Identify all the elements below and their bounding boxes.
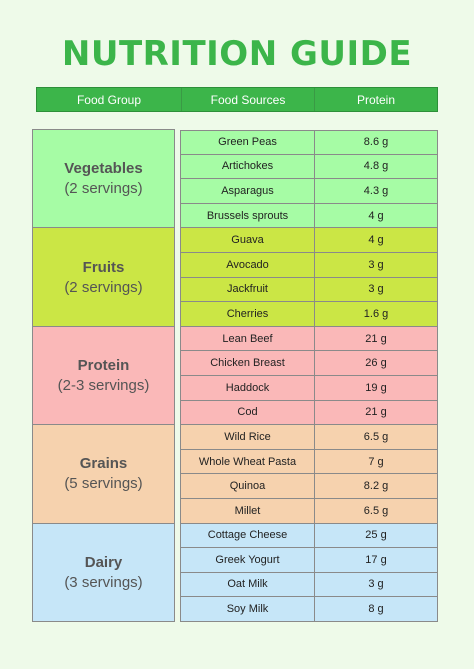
food-group-servings: (3 servings) bbox=[64, 573, 143, 591]
protein-cell: 8.6 g bbox=[363, 136, 389, 149]
food-group-fruits: Fruits (2 servings) bbox=[32, 228, 175, 327]
table-row: Jackfruit 3 g bbox=[180, 277, 438, 303]
table-row: Soy Milk 8 g bbox=[180, 597, 438, 622]
protein-cell: 4.8 g bbox=[363, 160, 389, 173]
food-source-cell: Millet bbox=[181, 498, 315, 523]
food-source-cell: Haddock bbox=[181, 375, 315, 400]
food-source-cell: Cherries bbox=[181, 302, 315, 326]
food-group-dairy: Dairy (3 servings) bbox=[32, 523, 175, 622]
protein-cell: 17 g bbox=[365, 553, 387, 566]
table-row: Cherries 1.6 g bbox=[180, 302, 438, 327]
food-source-cell: Jackfruit bbox=[181, 277, 315, 302]
food-source-cell: Cottage Cheese bbox=[181, 523, 315, 548]
food-group-name: Dairy bbox=[84, 553, 123, 571]
table-row: Lean Beef 21 g bbox=[180, 326, 438, 352]
protein-cell: 8.2 g bbox=[363, 480, 389, 493]
table-row: Chicken Breast 26 g bbox=[180, 351, 438, 376]
table-row: Oat Milk 3 g bbox=[180, 572, 438, 598]
header-food-group: Food Group bbox=[76, 92, 142, 107]
table-row: Wild Rice 6.5 g bbox=[180, 425, 438, 450]
food-source-cell: Quinoa bbox=[181, 474, 315, 498]
food-source-cell: Cod bbox=[181, 400, 315, 425]
food-source-cell: Guava bbox=[181, 228, 315, 252]
protein-cell: 3 g bbox=[368, 283, 384, 296]
food-source-cell: Wild Rice bbox=[181, 425, 315, 449]
page-title: NUTRITION GUIDE bbox=[61, 34, 413, 74]
food-source-cell: Avocado bbox=[181, 252, 315, 277]
table-row: Cod 21 g bbox=[180, 400, 438, 426]
table-row: Artichokes 4.8 g bbox=[180, 154, 438, 180]
food-sources-table: Green Peas 8.6 g Artichokes 4.8 g Asparagus 4… bbox=[180, 130, 438, 622]
food-source-cell: Lean Beef bbox=[181, 326, 315, 351]
protein-cell: 4.3 g bbox=[363, 184, 389, 197]
protein-cell: 6.5 g bbox=[363, 504, 389, 517]
header-protein: Protein bbox=[356, 92, 396, 107]
food-group-column: Vegetables (2 servings) Fruits (2 servings)… bbox=[32, 129, 175, 622]
table-row: Quinoa 8.2 g bbox=[180, 474, 438, 499]
food-source-cell: Soy Milk bbox=[181, 597, 315, 621]
food-source-cell: Whole Wheat Pasta bbox=[181, 449, 315, 474]
table-row: Asparagus 4.3 g bbox=[180, 179, 438, 204]
food-group-grains: Grains (5 servings) bbox=[32, 425, 175, 524]
food-source-cell: Chicken Breast bbox=[181, 351, 315, 375]
protein-cell: 21 g bbox=[365, 332, 387, 345]
food-group-servings: (2 servings) bbox=[64, 278, 143, 296]
food-source-cell: Oat Milk bbox=[181, 572, 315, 597]
table-header: Food Group Food Sources Protein bbox=[36, 87, 438, 112]
food-group-name: Fruits bbox=[82, 258, 125, 276]
header-food-sources: Food Sources bbox=[181, 88, 315, 111]
food-group-name: Protein bbox=[77, 356, 130, 374]
table-row: Avocado 3 g bbox=[180, 252, 438, 278]
table-row: Green Peas 8.6 g bbox=[180, 130, 438, 155]
protein-cell: 8 g bbox=[368, 603, 384, 616]
food-source-cell: Greek Yogurt bbox=[181, 548, 315, 572]
food-group-name: Grains bbox=[79, 455, 128, 473]
food-group-servings: (5 servings) bbox=[64, 475, 143, 493]
food-source-cell: Brussels sprouts bbox=[181, 203, 315, 228]
table-row: Cottage Cheese 25 g bbox=[180, 523, 438, 549]
protein-cell: 26 g bbox=[365, 357, 387, 370]
table-row: Haddock 19 g bbox=[180, 375, 438, 401]
table-row: Whole Wheat Pasta 7 g bbox=[180, 449, 438, 475]
food-group-name: Vegetables bbox=[64, 160, 143, 178]
protein-cell: 19 g bbox=[365, 381, 387, 394]
food-group-servings: (2-3 servings) bbox=[57, 376, 150, 394]
food-group-vegetables: Vegetables (2 servings) bbox=[32, 129, 175, 229]
food-group-protein: Protein (2-3 servings) bbox=[32, 326, 175, 426]
protein-cell: 3 g bbox=[368, 578, 384, 591]
protein-cell: 4 g bbox=[368, 209, 384, 222]
food-source-cell: Artichokes bbox=[181, 154, 315, 179]
protein-cell: 1.6 g bbox=[363, 307, 389, 320]
protein-cell: 6.5 g bbox=[363, 430, 389, 443]
protein-cell: 7 g bbox=[368, 455, 384, 468]
table-row: Millet 6.5 g bbox=[180, 498, 438, 524]
food-source-cell: Asparagus bbox=[181, 179, 315, 203]
protein-cell: 25 g bbox=[365, 529, 387, 542]
food-source-cell: Green Peas bbox=[181, 131, 315, 154]
protein-cell: 4 g bbox=[368, 234, 384, 247]
protein-cell: 21 g bbox=[365, 406, 387, 419]
food-group-servings: (2 servings) bbox=[64, 180, 143, 198]
table-row: Guava 4 g bbox=[180, 228, 438, 253]
protein-cell: 3 g bbox=[368, 258, 384, 271]
table-row: Brussels sprouts 4 g bbox=[180, 203, 438, 229]
table-row: Greek Yogurt 17 g bbox=[180, 548, 438, 573]
